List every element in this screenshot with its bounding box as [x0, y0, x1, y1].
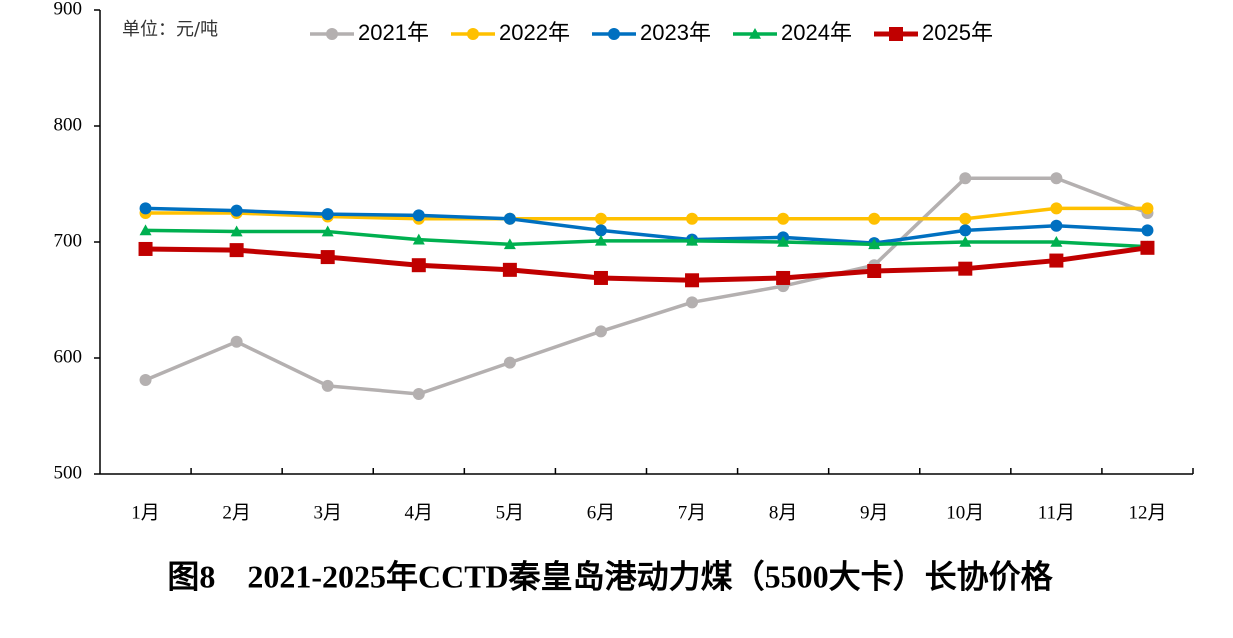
chart-title: 图8 2021-2025年CCTD秦皇岛港动力煤（5500大卡）长协价格: [167, 558, 1053, 594]
legend-marker: [467, 28, 479, 40]
y-tick-label: 500: [54, 462, 83, 483]
x-tick-label: 7月: [678, 502, 707, 523]
marker: [502, 262, 517, 277]
legend-marker: [608, 28, 620, 40]
marker: [776, 270, 791, 285]
legend-label: 2025年: [922, 20, 993, 45]
marker: [321, 379, 334, 392]
marker: [230, 225, 243, 237]
x-tick-label: 11月: [1038, 502, 1075, 523]
x-tick-label: 9月: [860, 502, 889, 523]
marker: [958, 261, 973, 276]
series-line: [144, 176, 1149, 396]
x-tick-label: 10月: [946, 502, 984, 523]
marker: [686, 296, 699, 309]
x-tick-label: 3月: [313, 502, 342, 523]
marker: [138, 241, 153, 256]
legend-marker: [326, 28, 338, 40]
legend-marker: [889, 27, 903, 41]
marker: [139, 374, 152, 387]
marker: [959, 236, 972, 247]
marker: [229, 243, 244, 258]
x-tick-label: 1月: [131, 502, 160, 523]
marker: [321, 208, 334, 221]
marker: [594, 212, 607, 225]
marker: [230, 335, 243, 348]
marker: [503, 356, 516, 369]
x-tick-label: 12月: [1128, 502, 1166, 523]
marker: [1141, 202, 1154, 215]
x-tick-label: 4月: [405, 502, 434, 523]
marker: [503, 212, 516, 225]
x-tick-label: 2月: [222, 502, 251, 523]
marker: [777, 212, 790, 225]
marker: [1141, 224, 1154, 237]
legend-label: 2024年: [781, 20, 852, 45]
marker: [685, 273, 700, 288]
marker: [594, 234, 607, 246]
marker: [868, 238, 881, 250]
marker: [503, 238, 516, 250]
marker: [411, 258, 426, 273]
marker: [594, 325, 607, 338]
marker: [139, 224, 152, 236]
marker: [686, 212, 699, 225]
legend-marker: [749, 28, 761, 39]
marker: [868, 212, 881, 225]
y-tick-label: 900: [54, 0, 83, 19]
y-tick-label: 800: [54, 114, 83, 135]
marker: [1049, 253, 1064, 268]
marker: [959, 172, 972, 185]
marker: [412, 233, 425, 245]
marker: [230, 204, 243, 217]
marker: [777, 236, 790, 247]
series-line: [145, 206, 1148, 245]
marker: [959, 224, 972, 237]
legend-label: 2022年: [499, 20, 570, 45]
marker: [867, 264, 882, 278]
legend-label: 2021年: [358, 20, 429, 45]
marker: [593, 270, 608, 285]
marker: [1050, 202, 1063, 215]
marker: [959, 212, 972, 225]
series-line: [145, 228, 1148, 249]
marker: [321, 225, 334, 237]
x-tick-label: 5月: [496, 502, 525, 523]
y-tick-label: 600: [54, 346, 83, 367]
marker: [139, 202, 152, 215]
unit-label: 单位：元/吨: [122, 19, 218, 40]
marker: [1140, 240, 1155, 255]
y-tick-label: 700: [54, 230, 83, 251]
marker: [1050, 219, 1063, 232]
marker: [686, 234, 699, 246]
marker: [412, 387, 425, 400]
x-tick-label: 6月: [587, 502, 616, 523]
marker: [1050, 236, 1063, 247]
series-line: [145, 245, 1148, 283]
legend-label: 2023年: [640, 20, 711, 45]
series-line: [145, 206, 1148, 221]
marker: [594, 224, 607, 237]
marker: [412, 209, 425, 222]
x-tick-label: 8月: [769, 502, 798, 523]
marker: [320, 250, 335, 265]
marker: [1050, 172, 1063, 185]
